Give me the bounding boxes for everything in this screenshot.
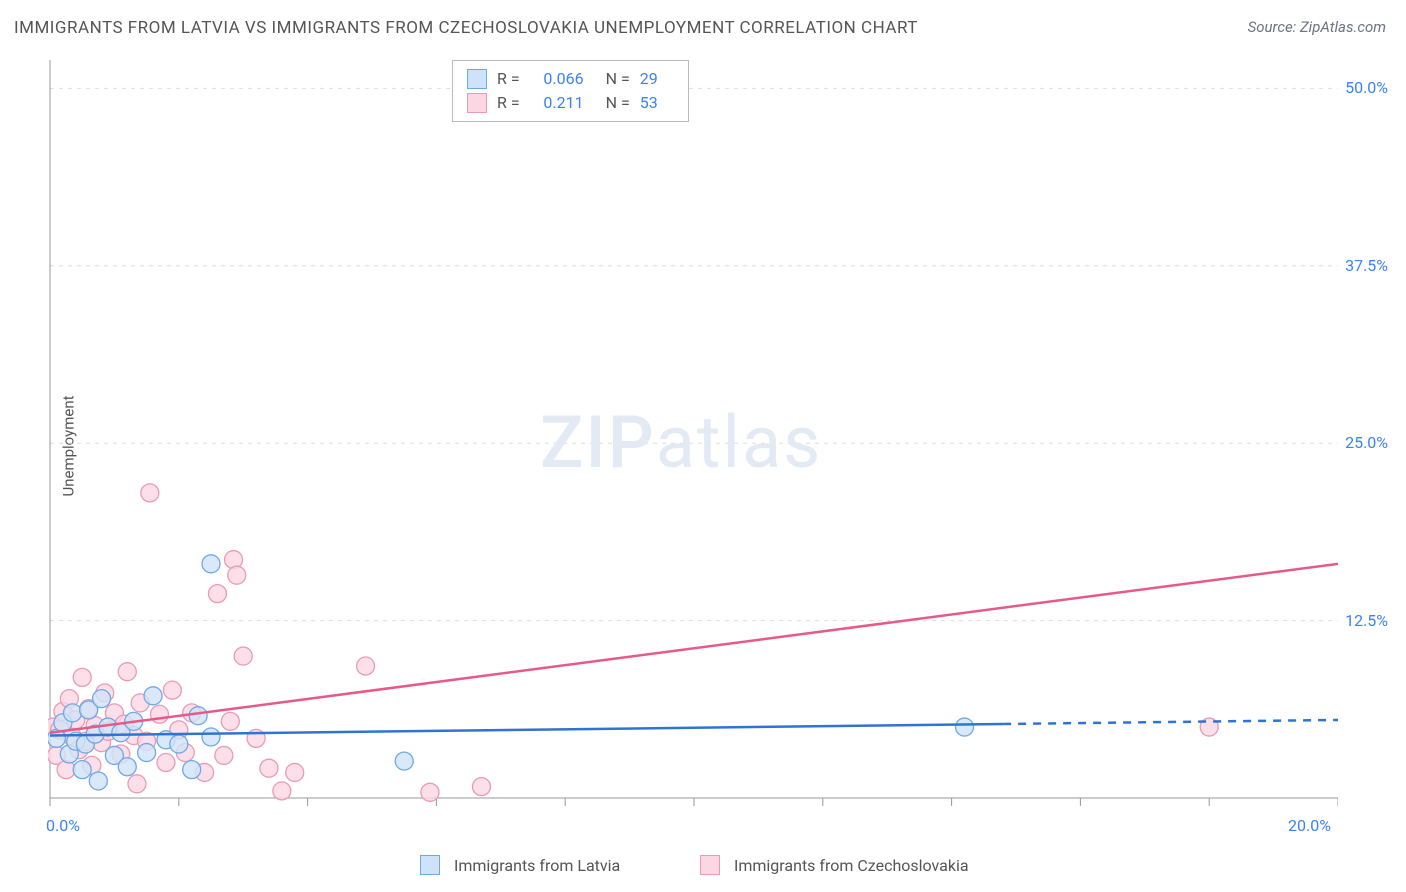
r-value: 0.211 xyxy=(530,91,584,115)
chart-container: IMMIGRANTS FROM LATVIA VS IMMIGRANTS FRO… xyxy=(0,0,1406,892)
source-attribution: Source: ZipAtlas.com xyxy=(1248,18,1386,36)
swatch-icon xyxy=(467,69,487,89)
correlation-legend: R = 0.066 N = 29 R = 0.211 N = 53 xyxy=(452,60,689,122)
r-label: R = xyxy=(497,67,520,91)
series-label: Immigrants from Latvia xyxy=(454,856,620,875)
legend-row: R = 0.066 N = 29 xyxy=(467,67,674,91)
series-legend-czech: Immigrants from Czechoslovakia xyxy=(700,855,969,875)
chart-svg xyxy=(48,58,1338,838)
n-label: N = xyxy=(606,67,630,91)
legend-row: R = 0.211 N = 53 xyxy=(467,91,674,115)
r-value: 0.066 xyxy=(530,67,584,91)
source-label: Source: xyxy=(1248,18,1297,36)
y-tick-label: 37.5% xyxy=(1345,256,1388,275)
plot-area xyxy=(48,58,1338,838)
y-tick-label: 25.0% xyxy=(1345,433,1388,452)
swatch-icon xyxy=(420,855,440,875)
n-value: 53 xyxy=(640,91,658,115)
source-name: ZipAtlas.com xyxy=(1300,18,1386,36)
swatch-icon xyxy=(467,93,487,113)
x-tick-label: 20.0% xyxy=(1288,816,1331,835)
y-tick-label: 50.0% xyxy=(1345,78,1388,97)
chart-title: IMMIGRANTS FROM LATVIA VS IMMIGRANTS FRO… xyxy=(14,18,918,38)
n-label: N = xyxy=(606,91,630,115)
series-legend-latvia: Immigrants from Latvia xyxy=(420,855,620,875)
series-label: Immigrants from Czechoslovakia xyxy=(734,856,969,875)
x-tick-label: 0.0% xyxy=(46,816,80,835)
r-label: R = xyxy=(497,91,520,115)
n-value: 29 xyxy=(640,67,658,91)
swatch-icon xyxy=(700,855,720,875)
y-tick-label: 12.5% xyxy=(1345,611,1388,630)
